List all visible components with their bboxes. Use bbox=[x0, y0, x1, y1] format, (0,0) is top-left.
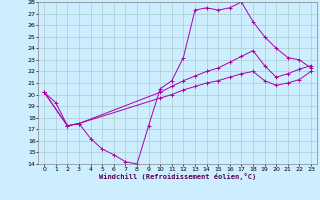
X-axis label: Windchill (Refroidissement éolien,°C): Windchill (Refroidissement éolien,°C) bbox=[99, 173, 256, 180]
